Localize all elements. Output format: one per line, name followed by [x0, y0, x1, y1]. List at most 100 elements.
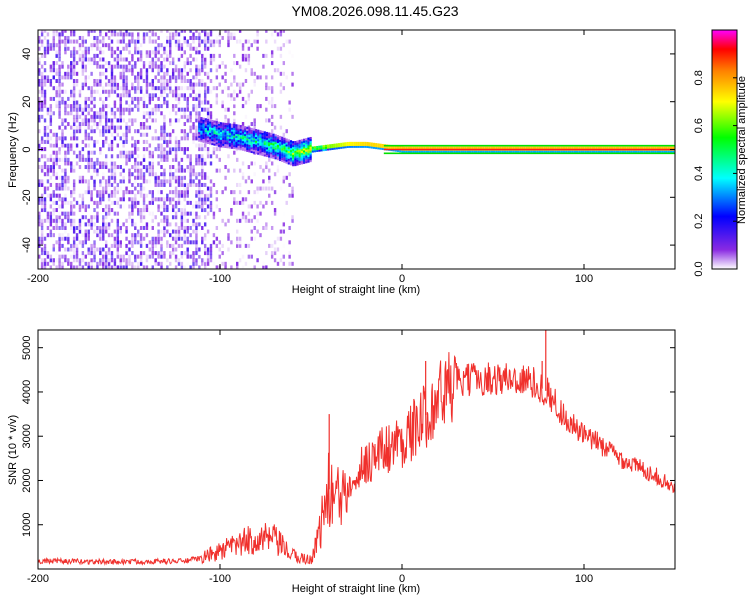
spectrogram-cell — [49, 168, 53, 173]
spectrogram-cell — [116, 129, 120, 134]
spectrogram-cell — [203, 200, 207, 205]
spectrogram-cell — [58, 82, 61, 87]
spectrogram-cell — [292, 154, 295, 157]
spectrogram-cell — [139, 211, 143, 216]
spectrogram-cell — [163, 218, 166, 223]
spectrogram-cell — [246, 130, 249, 133]
spectrogram-cell — [458, 146, 461, 149]
spectrogram-cell — [337, 145, 341, 148]
spectrogram-cell — [75, 61, 79, 66]
spectrogram-cell — [116, 93, 120, 98]
spectrogram-cell — [279, 32, 283, 37]
spectrogram-cell — [560, 146, 563, 149]
spectrogram-cell — [215, 265, 219, 269]
spectrogram-cell — [259, 149, 262, 152]
spectrogram-cell — [506, 146, 509, 149]
spectrogram-cell — [282, 229, 286, 234]
spectrogram-cell — [52, 247, 55, 252]
spectrogram-cell — [171, 93, 175, 98]
spectrogram-cell — [244, 179, 248, 184]
spectrogram-cell — [40, 78, 44, 83]
spectrogram-cell — [613, 150, 616, 153]
spectrogram-cell — [110, 147, 114, 152]
spectrogram-cell — [484, 150, 487, 153]
spectrogram-cell — [204, 127, 207, 130]
spectrogram-cell — [145, 86, 149, 91]
spectrogram-cell — [58, 75, 61, 80]
spectrogram-cell — [102, 254, 105, 259]
spectrogram-cell — [128, 129, 131, 134]
spectrogram-cell — [174, 247, 178, 252]
spectrogram-cell — [145, 204, 149, 209]
spectrogram-cell — [163, 82, 166, 87]
spectrogram-cell — [84, 78, 87, 83]
spectrogram-cell — [281, 152, 284, 155]
spectrogram-cell — [309, 136, 312, 140]
spectrogram-cell — [96, 215, 99, 220]
spectrogram-cell — [119, 172, 122, 177]
spectrogram-cell — [142, 132, 146, 137]
spectrogram-cell — [556, 150, 559, 153]
spectrogram-cell — [233, 146, 236, 150]
spectrogram-cell — [244, 131, 247, 135]
spectrogram-cell — [134, 39, 137, 44]
spectrogram-cell — [624, 146, 627, 149]
spectrogram-cell — [145, 82, 149, 87]
spectrogram-cell — [221, 218, 224, 223]
spectrogram-cell — [203, 261, 207, 266]
spectrogram-cell — [90, 243, 93, 248]
spectrogram-cell — [166, 143, 169, 148]
spectrogram-cell — [233, 150, 236, 155]
spectrogram-cell — [131, 150, 134, 155]
spectrogram-cell — [241, 254, 245, 259]
spectrogram-cell — [142, 193, 146, 198]
spectrogram-cell — [348, 143, 352, 146]
spectrogram-cell — [160, 43, 163, 48]
spectrogram-cell — [624, 150, 627, 153]
spectrogram-cell — [209, 61, 213, 66]
spectrogram-cell — [239, 142, 242, 145]
spectrogram-cell — [206, 89, 210, 94]
spectrogram-cell — [226, 132, 229, 135]
spectrogram-cell — [49, 111, 53, 116]
spectrogram-cell — [61, 218, 64, 223]
spectrogram-cell — [291, 53, 294, 58]
spectrogram-cell — [43, 200, 47, 205]
spectrogram-cell — [198, 120, 201, 123]
spectrogram-cell — [90, 265, 93, 269]
spectrogram-cell — [180, 222, 184, 227]
spectrogram-cell — [252, 151, 255, 154]
spectrogram-cell — [212, 86, 216, 91]
spectrogram-cell — [93, 258, 96, 263]
spectrogram-cell — [180, 86, 184, 91]
spectrogram-cell — [119, 186, 122, 191]
spectrogram-cell — [246, 126, 249, 129]
spectrogram-cell — [96, 233, 99, 238]
spectrogram-cell — [70, 32, 73, 37]
spectrogram-cell — [444, 146, 448, 149]
spectrogram-cell — [180, 218, 184, 223]
spectrogram-cell — [211, 119, 214, 123]
spectrogram-cell — [148, 35, 152, 40]
spectrogram-cell — [209, 258, 213, 263]
spectrogram-cell — [137, 139, 140, 144]
spectrogram-cell — [220, 129, 223, 133]
spectrogram-cell — [431, 146, 435, 149]
spectrogram-cell — [256, 258, 259, 263]
spectrogram-cell — [174, 147, 178, 152]
spectrogram-cell — [268, 186, 271, 191]
spectrogram-cell — [87, 222, 90, 227]
spectrogram-cell — [246, 134, 249, 137]
spectrogram-cell — [104, 265, 108, 269]
spectrogram-cell — [58, 182, 61, 187]
spectrogram-cell — [142, 200, 146, 205]
spectrogram-cell — [228, 140, 231, 143]
spectrogram-cell — [244, 145, 247, 148]
spectrogram-cell — [220, 131, 223, 135]
spectrogram-cell — [224, 145, 227, 148]
spectrogram-cell — [203, 265, 207, 269]
spectrogram-cell — [412, 150, 415, 153]
spectrogram-cell — [90, 175, 93, 180]
spectrogram-cell — [493, 150, 496, 153]
spectrogram-cell — [49, 78, 53, 83]
